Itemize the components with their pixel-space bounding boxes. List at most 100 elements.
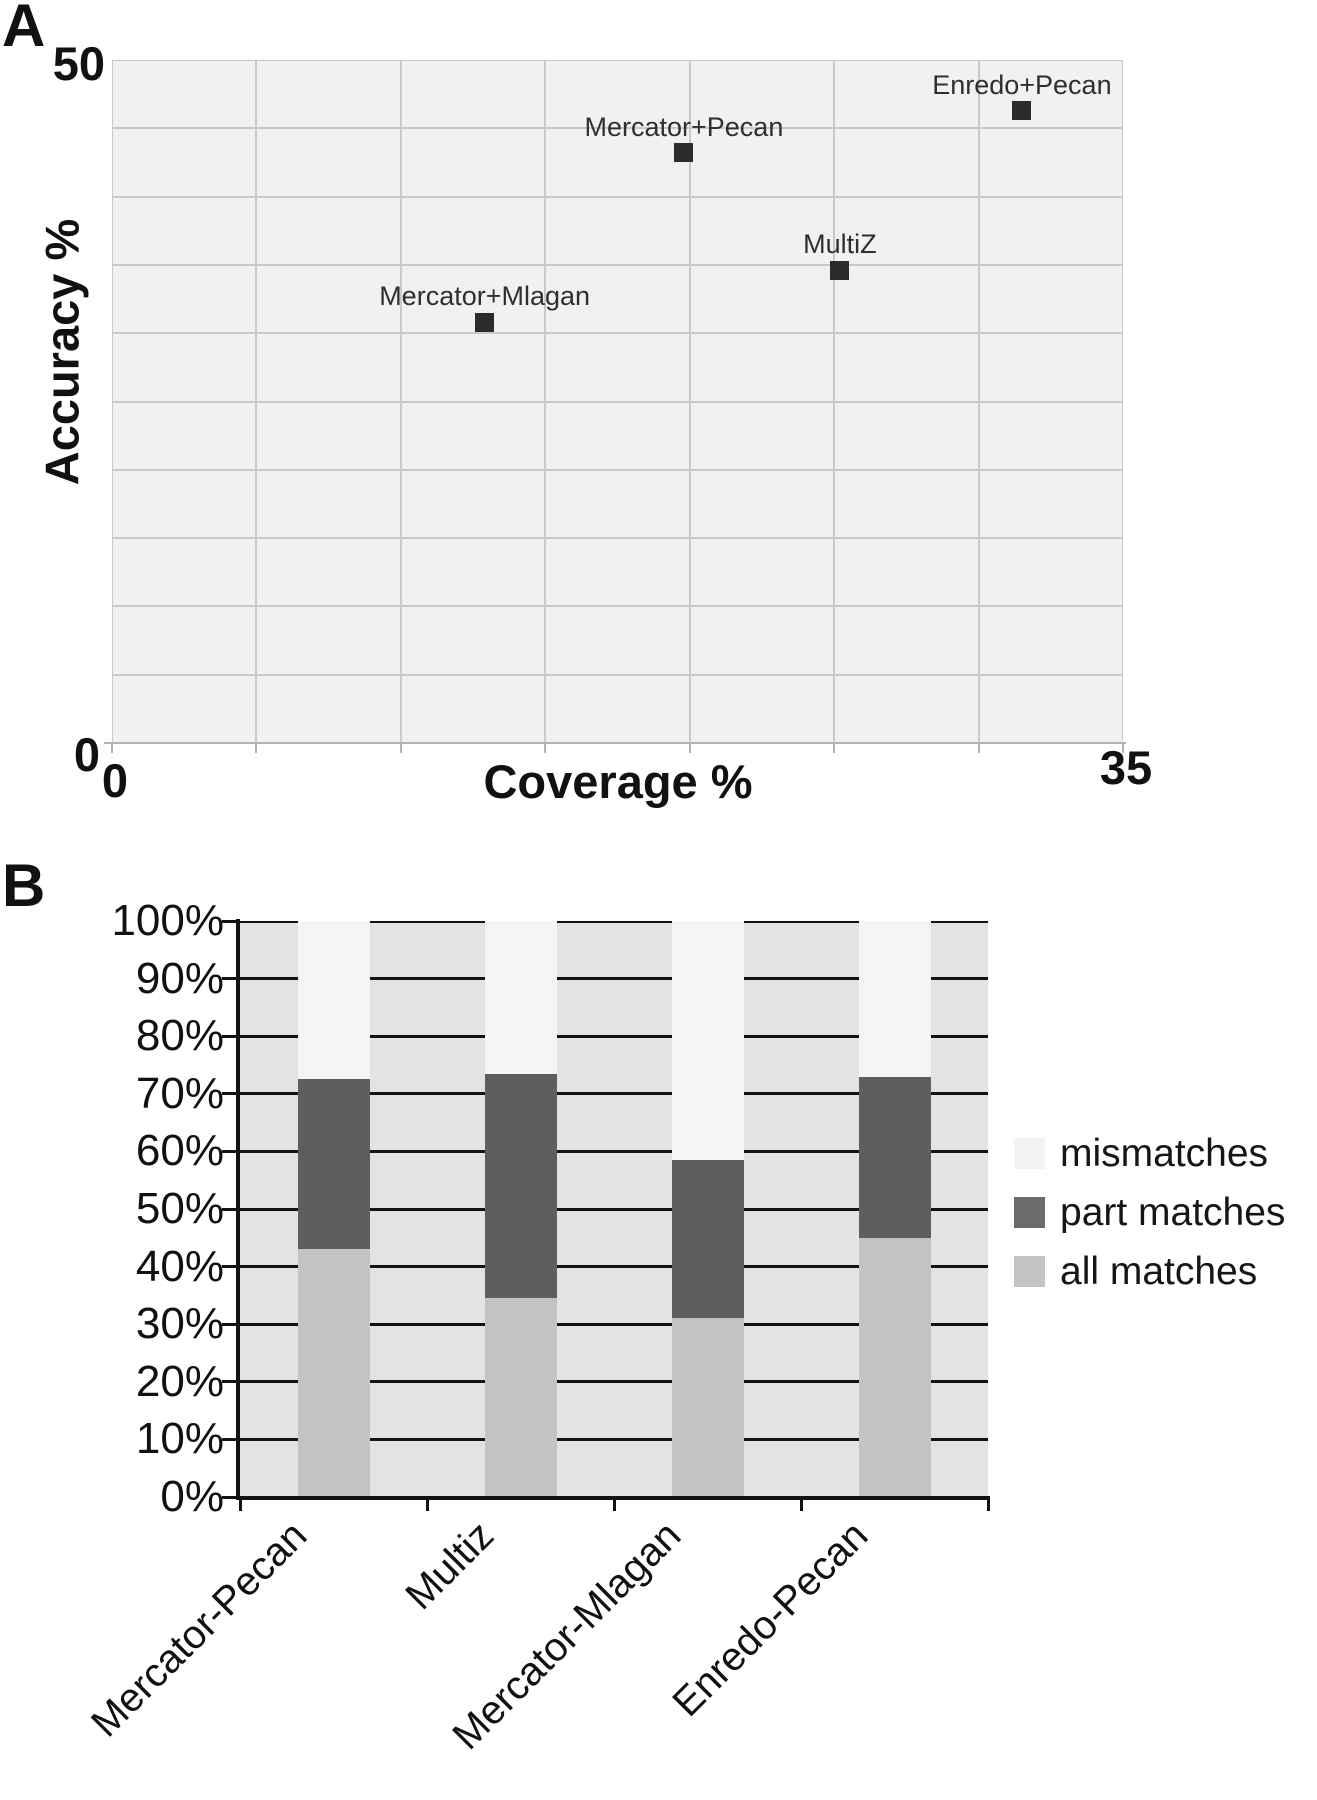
- x-axis-tick: [238, 1500, 242, 1511]
- bar-segment-part-matches: [671, 1160, 744, 1319]
- gridline-horizontal: [240, 921, 988, 923]
- gridline-horizontal: [112, 537, 1123, 540]
- y-tick-label: 80%: [135, 1011, 224, 1061]
- legend-swatch-part-matches: [1014, 1197, 1045, 1228]
- axis-tick: [1122, 744, 1124, 753]
- bar-segment-mismatches: [297, 921, 370, 1080]
- scatter-point-label: Mercator+Pecan: [584, 111, 784, 142]
- bar-segment-part-matches: [484, 1073, 557, 1299]
- gridline-horizontal: [240, 1380, 988, 1384]
- y-tick-label: 60%: [135, 1126, 224, 1176]
- bar-segment-mismatches: [671, 921, 744, 1161]
- y-axis-tick: [222, 1380, 237, 1384]
- y-axis-tick: [222, 1265, 237, 1269]
- axis-tick: [688, 744, 691, 753]
- axis-tick: [544, 744, 547, 753]
- axis-line: [104, 742, 1126, 744]
- gridline-horizontal: [112, 468, 1123, 471]
- legend: mismatches part matches all matches: [1014, 1124, 1314, 1301]
- y-axis-tick: [222, 919, 237, 923]
- gridline-horizontal: [112, 673, 1123, 676]
- y-axis-tick: [222, 977, 237, 981]
- x-axis-tick: [986, 1500, 990, 1511]
- axis-tick: [833, 744, 836, 753]
- panel-a-letter: A: [2, 0, 46, 59]
- scatter-point: [1012, 101, 1032, 121]
- panel-a-plot-area: Mercator+Mlagan Mercator+Pecan MultiZ Enred…: [112, 60, 1123, 743]
- legend-item-part-matches: part matches: [1014, 1183, 1314, 1242]
- panel-a-x-axis-title: Coverage %: [483, 755, 753, 808]
- panel-b-x-axis-line: [238, 1496, 990, 1500]
- legend-swatch-all-matches: [1014, 1256, 1045, 1287]
- legend-item-mismatches: mismatches: [1014, 1124, 1314, 1183]
- bar-segment-part-matches: [297, 1079, 370, 1250]
- bar-segment-all-matches: [858, 1237, 931, 1497]
- bar-segment-mismatches: [484, 921, 557, 1074]
- gridline-horizontal: [112, 332, 1123, 335]
- scatter-point: [475, 312, 495, 332]
- y-axis-tick: [222, 1149, 237, 1153]
- y-tick-label: 90%: [135, 953, 224, 1003]
- legend-label: mismatches: [1060, 1131, 1269, 1175]
- y-axis-tick: [222, 1207, 237, 1211]
- y-tick-label: 0%: [160, 1472, 224, 1521]
- y-tick-label: 50%: [135, 1184, 224, 1233]
- y-axis-tick: [222, 1437, 237, 1441]
- x-category-label-text: Enredo-Pecan: [663, 1513, 876, 1726]
- scatter-point: [830, 260, 850, 280]
- axis-tick: [255, 744, 258, 753]
- panel-a-x-axis-line: [104, 742, 1126, 756]
- gridline-horizontal: [112, 195, 1123, 198]
- panel-a-x-min-tick: 0: [101, 754, 129, 807]
- y-tick-label: 100%: [111, 896, 224, 945]
- panel-a-x-max-tick: 35: [1099, 741, 1153, 794]
- gridline-horizontal: [112, 400, 1123, 403]
- y-axis-tick: [222, 1092, 237, 1096]
- gridline-horizontal: [112, 127, 1123, 130]
- bar-segment-all-matches: [671, 1318, 744, 1497]
- gridline-horizontal: [112, 605, 1123, 608]
- y-tick-label: 10%: [135, 1414, 224, 1464]
- legend-item-all-matches: all matches: [1014, 1242, 1314, 1301]
- x-axis-tick: [799, 1500, 803, 1511]
- y-tick-label: 20%: [135, 1356, 224, 1406]
- y-tick-label: 30%: [135, 1299, 224, 1349]
- x-axis-tick: [612, 1500, 616, 1511]
- y-axis-tick: [222, 1495, 237, 1499]
- axis-tick: [399, 744, 402, 753]
- panel-b-plot-area: [240, 921, 988, 1497]
- bar-segment-part-matches: [858, 1076, 931, 1238]
- scatter-point-label: Mercator+Mlagan: [379, 281, 591, 312]
- gridline-horizontal: [240, 1322, 988, 1326]
- y-tick-label: 70%: [135, 1068, 224, 1118]
- gridline-horizontal: [240, 1207, 988, 1211]
- panel-b-letter: B: [2, 852, 46, 919]
- bar-segment-all-matches: [297, 1249, 370, 1497]
- x-category-label-text: Mercator-Pecan: [82, 1513, 315, 1746]
- legend-swatch-mismatches: [1014, 1138, 1045, 1169]
- panel-b-y-axis-line: [236, 919, 240, 1500]
- bar-segment-all-matches: [484, 1298, 557, 1497]
- scatter-point-label: MultiZ: [803, 229, 877, 260]
- axis-tick: [111, 744, 113, 753]
- gridline-horizontal: [240, 1437, 988, 1441]
- gridline-horizontal: [240, 1149, 988, 1153]
- axis-tick: [977, 744, 980, 753]
- scatter-point: [674, 143, 694, 163]
- gridline-horizontal: [112, 60, 1123, 61]
- y-tick-label: 40%: [135, 1241, 224, 1291]
- y-axis-tick: [222, 1034, 237, 1038]
- bar-segment-mismatches: [858, 921, 931, 1077]
- legend-label: part matches: [1060, 1190, 1286, 1234]
- x-category-label-text: Multiz: [396, 1513, 502, 1619]
- gridline-horizontal: [240, 1092, 988, 1096]
- legend-label: all matches: [1060, 1249, 1258, 1293]
- y-axis-tick: [222, 1322, 237, 1326]
- x-axis-tick: [425, 1500, 429, 1511]
- gridline-horizontal: [240, 1265, 988, 1269]
- gridline-horizontal: [112, 263, 1123, 266]
- panel-a-y-max-tick: 50: [52, 37, 105, 90]
- gridline-horizontal: [240, 977, 988, 981]
- gridline-horizontal: [240, 1034, 988, 1038]
